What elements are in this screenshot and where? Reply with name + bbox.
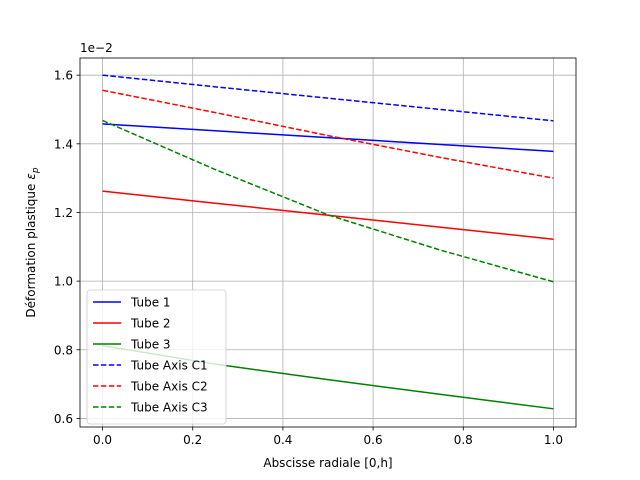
plot-frame [79, 57, 577, 428]
series-line-tube-axis-c1 [102, 74, 554, 122]
x-tick-label: 0.4 [273, 433, 292, 447]
legend-label: Tube Axis C3 [130, 401, 208, 415]
x-tick-label: 0.2 [183, 433, 202, 447]
y-tick-label: 0.8 [54, 343, 73, 357]
y-tick-label: 0.6 [54, 412, 73, 426]
y-axis-label-subscript: p [31, 167, 41, 174]
series-line-tube-1 [102, 123, 554, 153]
ticks: 0.0 0.2 0.4 0.6 0.8 1.0 0.6 0.8 1.0 1.2 1.4 1.6 [54, 69, 563, 447]
x-tick-label: 0.8 [454, 433, 473, 447]
x-tick-label: 0.0 [93, 433, 112, 447]
y-tick-label: 1.4 [54, 137, 73, 151]
y-tick-label: 1.2 [54, 206, 73, 220]
y-offset-text: 1e−2 [80, 41, 113, 55]
y-axis-label: Déformation plastique εp [24, 167, 41, 317]
series-layer [102, 74, 554, 410]
y-tick-label: 1.6 [54, 69, 73, 83]
series-line-tube-2 [102, 190, 554, 240]
series-line-tube-axis-c2 [102, 89, 554, 179]
y-axis-label-text: Déformation plastique [24, 184, 38, 318]
legend-label: Tube Axis C1 [130, 359, 208, 373]
x-tick-label: 0.6 [364, 433, 383, 447]
legend-label: Tube Axis C2 [130, 380, 208, 394]
legend-label: Tube 2 [130, 317, 171, 331]
y-axis-label-symbol: ε [24, 173, 38, 180]
series-line-tube-axis-c3 [102, 119, 554, 283]
x-axis-label: Abscisse radiale [0,h] [263, 456, 392, 470]
x-tick-label: 1.0 [544, 433, 563, 447]
y-tick-label: 1.0 [54, 275, 73, 289]
legend-box [86, 289, 227, 425]
legend-label: Tube 1 [130, 296, 171, 310]
legend-label: Tube 3 [130, 338, 171, 352]
legend: Tube 1 Tube 2 Tube 3 Tube Axis C1 Tube Axis … [86, 289, 227, 425]
